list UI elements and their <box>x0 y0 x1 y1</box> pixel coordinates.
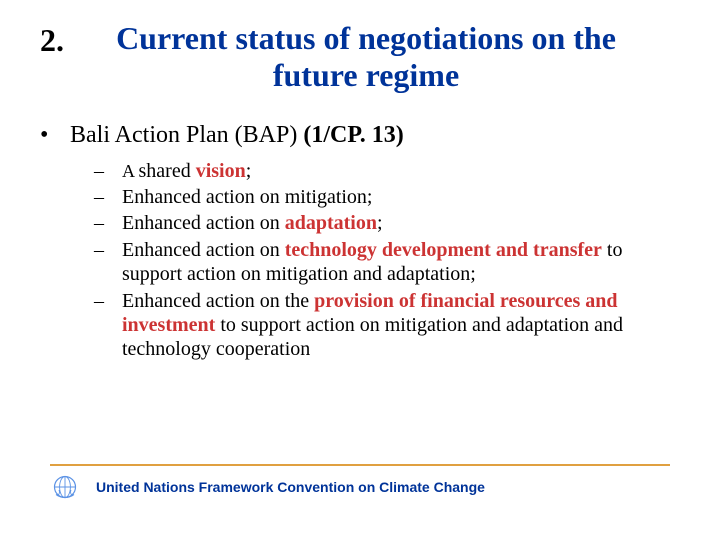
l2-text: A shared vision; <box>122 159 680 183</box>
l1-text: Bali Action Plan (BAP) (1/CP. 13) <box>70 122 404 149</box>
bullet-level1: • Bali Action Plan (BAP) (1/CP. 13) <box>40 122 680 149</box>
bullet-level2: –Enhanced action on adaptation; <box>94 211 680 235</box>
un-logo-icon <box>50 472 80 502</box>
content: • Bali Action Plan (BAP) (1/CP. 13) –A s… <box>40 122 680 362</box>
bullet-level2: –Enhanced action on technology developme… <box>94 238 680 287</box>
footer-row: United Nations Framework Convention on C… <box>0 472 720 502</box>
dash-icon: – <box>94 159 122 183</box>
l2-text: Enhanced action on mitigation; <box>122 185 680 209</box>
l2-text: Enhanced action on the provision of fina… <box>122 289 680 362</box>
header-row: 2. Current status of negotiations on the… <box>40 20 680 94</box>
slide-title: Current status of negotiations on thefut… <box>82 20 680 94</box>
dash-icon: – <box>94 289 122 362</box>
bullet-dot: • <box>40 122 70 149</box>
dash-icon: – <box>94 211 122 235</box>
l2-text: Enhanced action on technology developmen… <box>122 238 680 287</box>
dash-icon: – <box>94 238 122 287</box>
bullet-level2: –A shared vision; <box>94 159 680 183</box>
bullet-level2: –Enhanced action on the provision of fin… <box>94 289 680 362</box>
dash-icon: – <box>94 185 122 209</box>
footer-divider <box>50 464 670 466</box>
bullet-level2: –Enhanced action on mitigation; <box>94 185 680 209</box>
footer: United Nations Framework Convention on C… <box>0 464 720 502</box>
footer-text: United Nations Framework Convention on C… <box>96 479 485 495</box>
l2-text: Enhanced action on adaptation; <box>122 211 680 235</box>
slide: 2. Current status of negotiations on the… <box>0 0 720 540</box>
sub-list: –A shared vision;–Enhanced action on mit… <box>94 159 680 362</box>
slide-number: 2. <box>40 20 64 59</box>
